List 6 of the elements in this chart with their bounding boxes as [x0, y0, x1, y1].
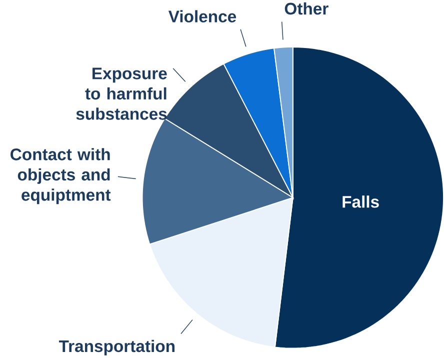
slice-label: Exposure to harmful substances: [76, 68, 167, 120]
slice-label: Falls: [342, 196, 379, 208]
slice-label: Other: [284, 2, 328, 15]
slice-label: Violence: [168, 10, 236, 23]
slice-label: Contact with objects and equiptment: [10, 148, 111, 204]
slice-label: Transportation: [58, 340, 174, 356]
